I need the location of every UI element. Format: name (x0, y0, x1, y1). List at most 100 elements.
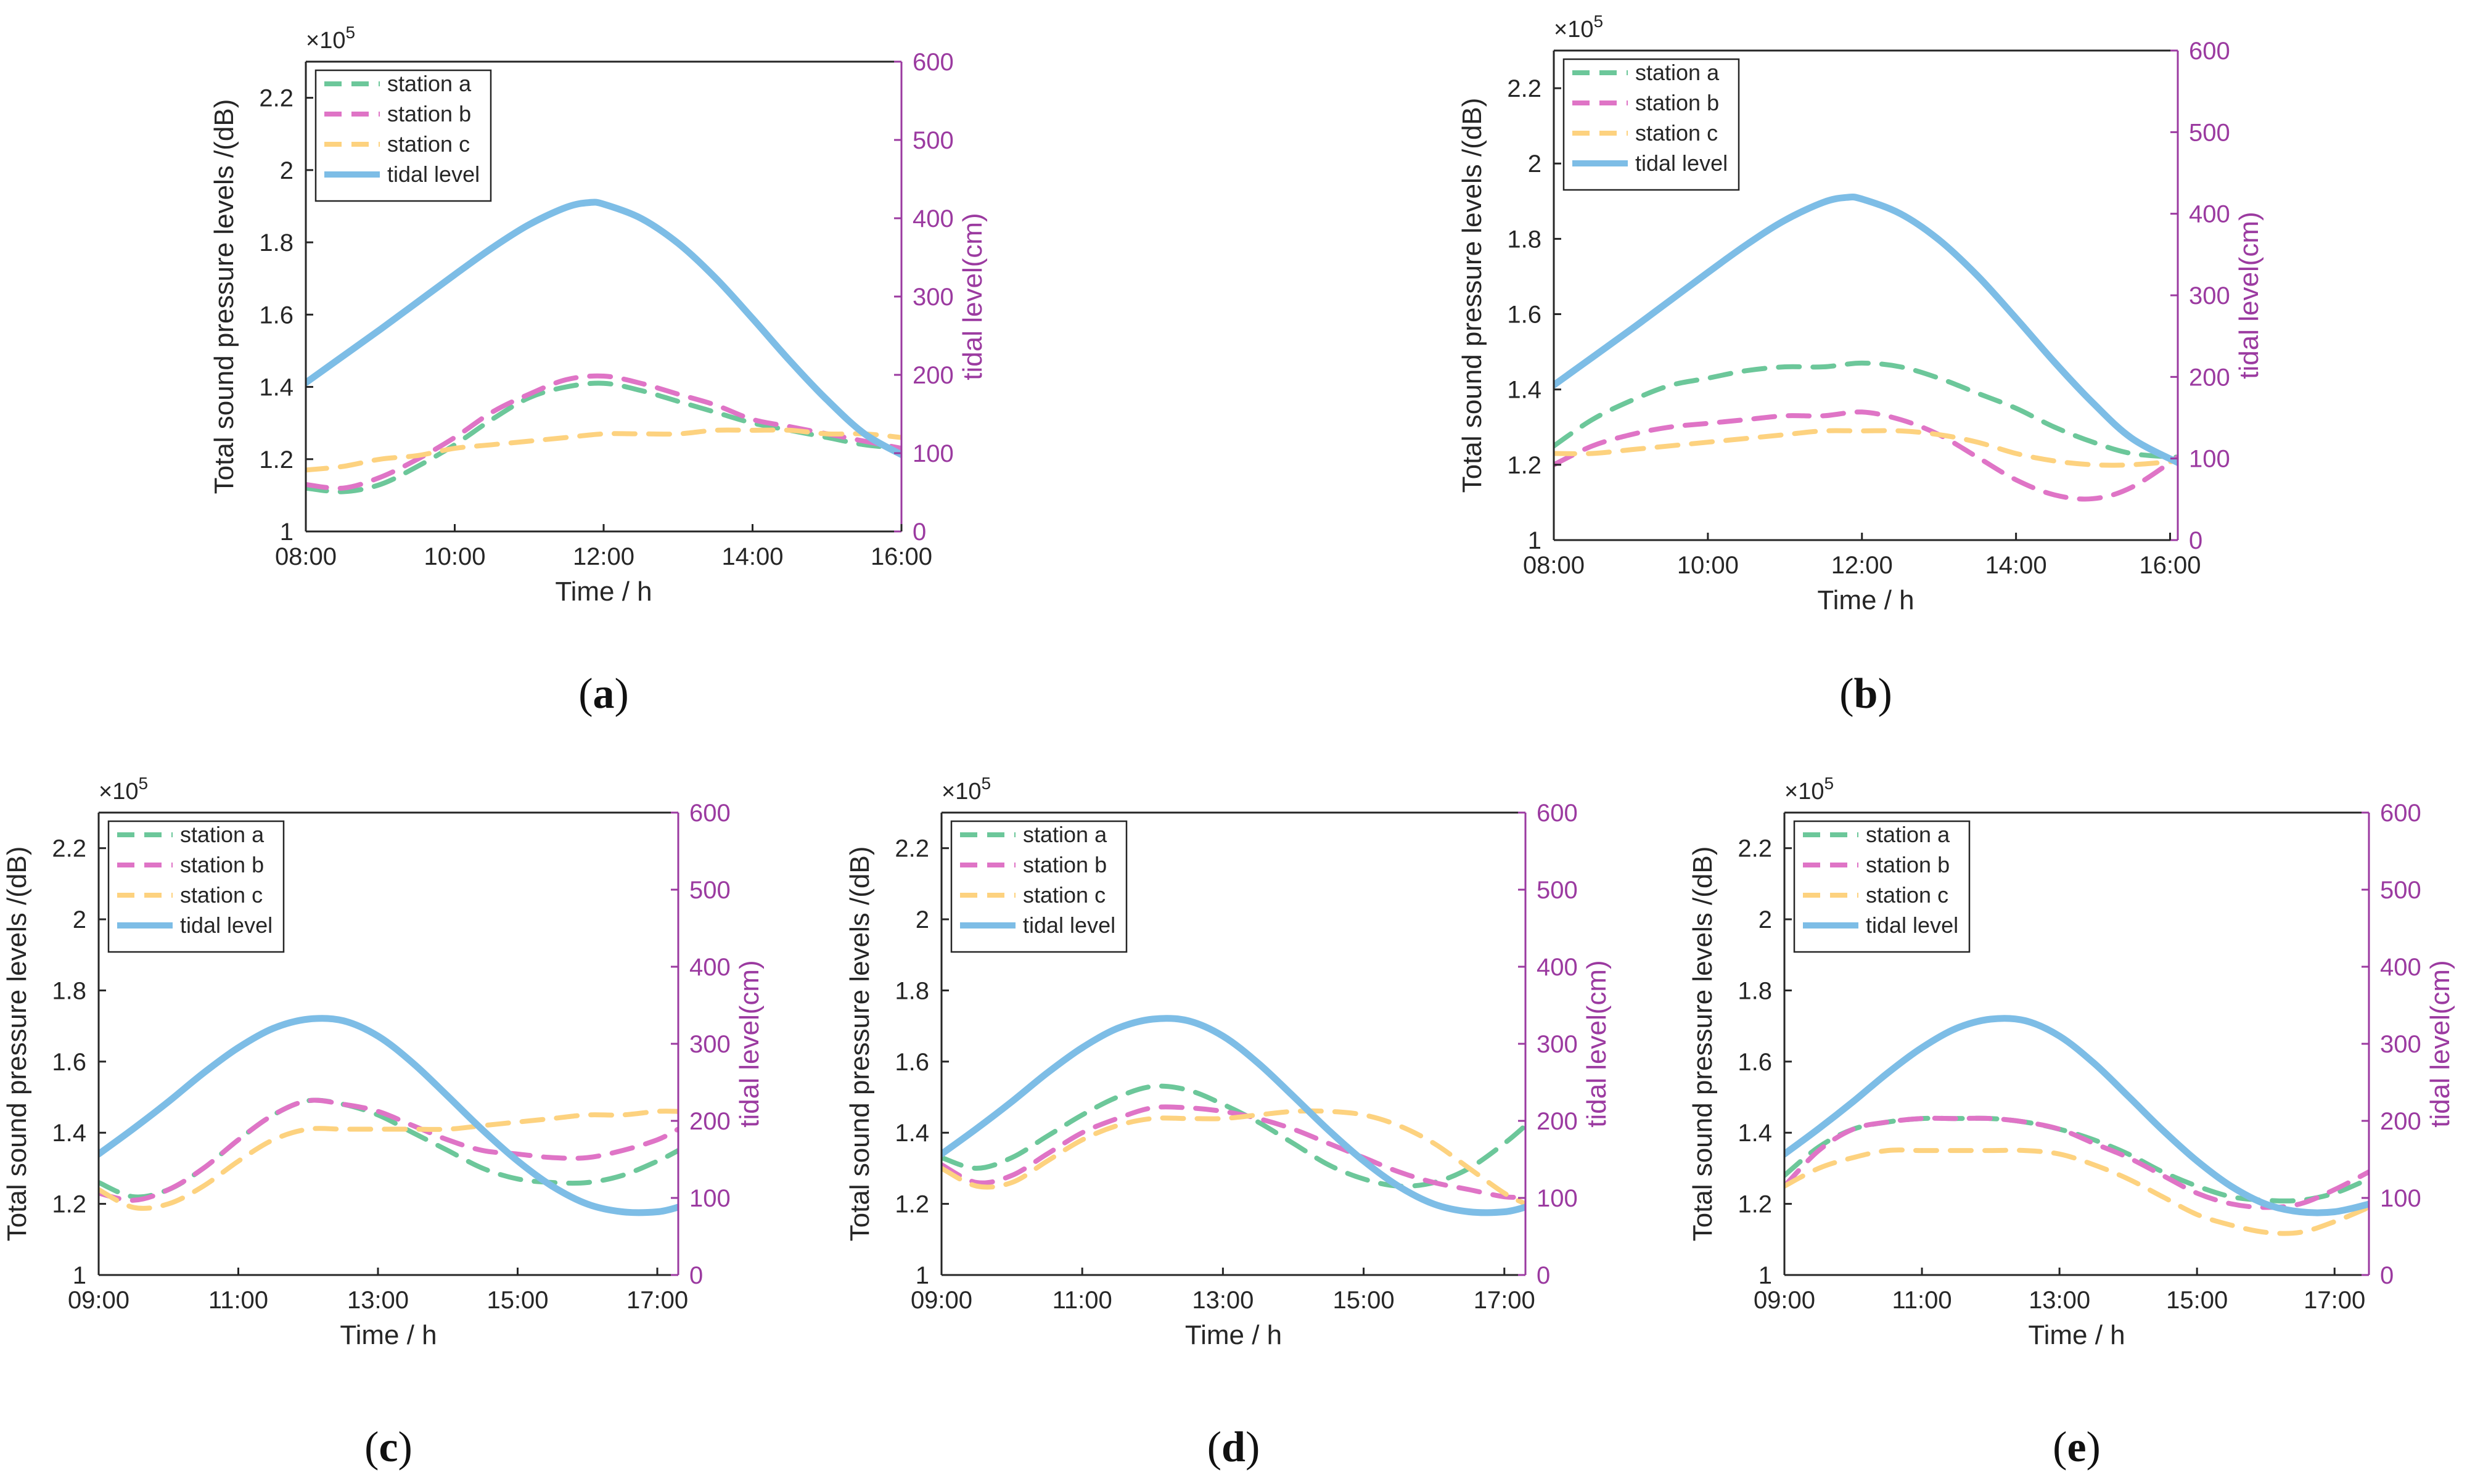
series-line-station-a (1784, 1115, 2369, 1203)
chart-panel-d: 1 1.2 1.4 1.6 1.8 2 2.2 0 100 200 300 400 500 600 09:0… (845, 774, 1612, 1471)
left-y-tick-label: 1.4 (1738, 1120, 1772, 1147)
right-y-tick-label: 600 (2380, 800, 2421, 827)
panel-label-letter: b (1854, 670, 1878, 718)
x-tick-label: 13:00 (1192, 1287, 1254, 1314)
panel-label-letter: e (2067, 1424, 2086, 1471)
panel-label-close: ) (1878, 670, 1892, 718)
x-tick-label: 10:00 (1677, 552, 1739, 579)
left-y-axis-title: Total sound pressure levels /(dB) (1457, 98, 1487, 493)
right-y-tick-label: 600 (689, 800, 731, 827)
series-line-tidal-level (99, 1015, 678, 1216)
x-tick-label: 16:00 (871, 543, 932, 570)
right-y-tick-label: 400 (1537, 954, 1578, 981)
legend: station a station b station c tidal level (1562, 58, 1740, 191)
x-tick-label: 16:00 (2139, 552, 2201, 579)
legend-entry-label: tidal level (1023, 912, 1115, 938)
right-y-tick-label: 300 (689, 1031, 731, 1058)
right-y-tick-label: 400 (2189, 201, 2230, 228)
legend-box (1793, 820, 1971, 953)
exponent-power: 5 (1824, 774, 1834, 793)
legend-box (950, 820, 1128, 953)
legend-box (1562, 58, 1740, 191)
right-y-tick-label: 500 (2189, 119, 2230, 146)
panel-label-open: ( (1839, 670, 1853, 718)
x-tick-label: 11:00 (1892, 1287, 1952, 1314)
right-y-tick-label: 200 (2380, 1108, 2421, 1135)
legend-entry-label: tidal level (180, 912, 273, 938)
right-y-tick-label: 0 (2380, 1262, 2394, 1289)
chart-panel-c: 1 1.2 1.4 1.6 1.8 2 2.2 0 100 200 300 400 500 600 09:0… (2, 774, 765, 1471)
exponent-power: 5 (138, 774, 148, 793)
x-axis-title: Time / h (1185, 1320, 1282, 1350)
right-y-tick-label: 100 (2380, 1185, 2421, 1212)
right-y-tick-label: 200 (689, 1108, 731, 1135)
left-y-tick-label: 2 (916, 906, 929, 933)
panel-label-close: ) (615, 670, 629, 718)
series-line-station-c (1784, 1147, 2369, 1236)
legend-entry-label: station b (180, 852, 264, 877)
legend-box (314, 69, 492, 202)
left-y-tick-label: 2 (280, 157, 293, 184)
x-tick-label: 17:00 (1474, 1287, 1535, 1314)
x-tick-label: 13:00 (2029, 1287, 2090, 1314)
axis-exponent-label: ×105 (1554, 12, 1603, 43)
right-y-tick-label: 600 (913, 49, 954, 76)
series-line-station-b (942, 1104, 1525, 1200)
left-y-tick-label: 2.2 (1507, 75, 1541, 102)
legend-entry-label: station a (1866, 822, 1950, 847)
exponent-base: ×10 (942, 779, 981, 805)
right-y-tick-label: 300 (913, 284, 954, 311)
series-line-tidal-level (1784, 1015, 2369, 1216)
left-y-tick-label: 1.6 (1738, 1049, 1772, 1076)
x-axis-title: Time / h (2028, 1320, 2125, 1350)
right-y-tick-label: 100 (1537, 1185, 1578, 1212)
left-y-tick-label: 2.2 (1738, 835, 1772, 863)
x-tick-label: 08:00 (275, 543, 337, 570)
panel-label-close: ) (2087, 1424, 2101, 1471)
series-line-tidal-level (306, 199, 901, 458)
x-tick-label: 15:00 (486, 1287, 548, 1314)
panel-label-close: ) (1246, 1424, 1260, 1471)
x-tick-label: 10:00 (424, 543, 485, 570)
right-y-axis-title: tidal level(cm) (2425, 960, 2455, 1127)
legend: station a station b station c tidal level (1793, 820, 1971, 953)
left-y-tick-label: 1.2 (1738, 1191, 1772, 1218)
series-line-station-c (942, 1108, 1525, 1207)
legend: station a station b station c tidal level (107, 820, 285, 953)
right-y-tick-label: 100 (2189, 446, 2230, 473)
legend-entry-label: station b (1635, 90, 1719, 115)
right-y-tick-label: 500 (913, 127, 954, 154)
series-line-station-b (306, 373, 901, 491)
left-y-tick-label: 1.8 (1507, 226, 1541, 253)
x-tick-label: 17:00 (2304, 1287, 2365, 1314)
left-y-tick-label: 2.2 (895, 835, 929, 863)
exponent-power: 5 (981, 774, 991, 793)
legend-box (107, 820, 285, 953)
series-line-station-b (1784, 1115, 2369, 1210)
legend-entry-label: tidal level (1866, 912, 1958, 938)
left-y-tick-label: 2 (73, 906, 86, 933)
left-y-tick-label: 1.6 (1507, 301, 1541, 329)
left-y-tick-label: 2.2 (52, 835, 86, 863)
panel-label: (d) (1207, 1424, 1260, 1471)
x-tick-label: 13:00 (347, 1287, 409, 1314)
left-y-tick-label: 1 (1528, 527, 1541, 554)
chart-panel-e: 1 1.2 1.4 1.6 1.8 2 2.2 0 100 200 300 400 500 600 09:0… (1688, 774, 2455, 1471)
x-tick-label: 09:00 (1754, 1287, 1815, 1314)
right-y-tick-label: 100 (913, 440, 954, 467)
legend-entry-label: station c (1023, 882, 1106, 908)
legend-entry-label: station b (1866, 852, 1950, 877)
right-y-tick-label: 0 (913, 519, 926, 546)
legend-entry-label: station a (1023, 822, 1107, 847)
legend-entry-label: station c (1866, 882, 1948, 908)
left-y-axis-title: Total sound pressure levels /(dB) (209, 99, 239, 494)
series-line-station-a (942, 1083, 1525, 1189)
right-y-tick-label: 300 (2380, 1031, 2421, 1058)
axis-exponent-label: ×105 (1784, 774, 1834, 805)
exponent-power: 5 (345, 23, 355, 42)
panel-label: (a) (578, 670, 629, 718)
right-y-tick-label: 200 (913, 362, 954, 389)
right-y-tick-label: 200 (2189, 364, 2230, 391)
panel-label-letter: d (1221, 1424, 1246, 1471)
